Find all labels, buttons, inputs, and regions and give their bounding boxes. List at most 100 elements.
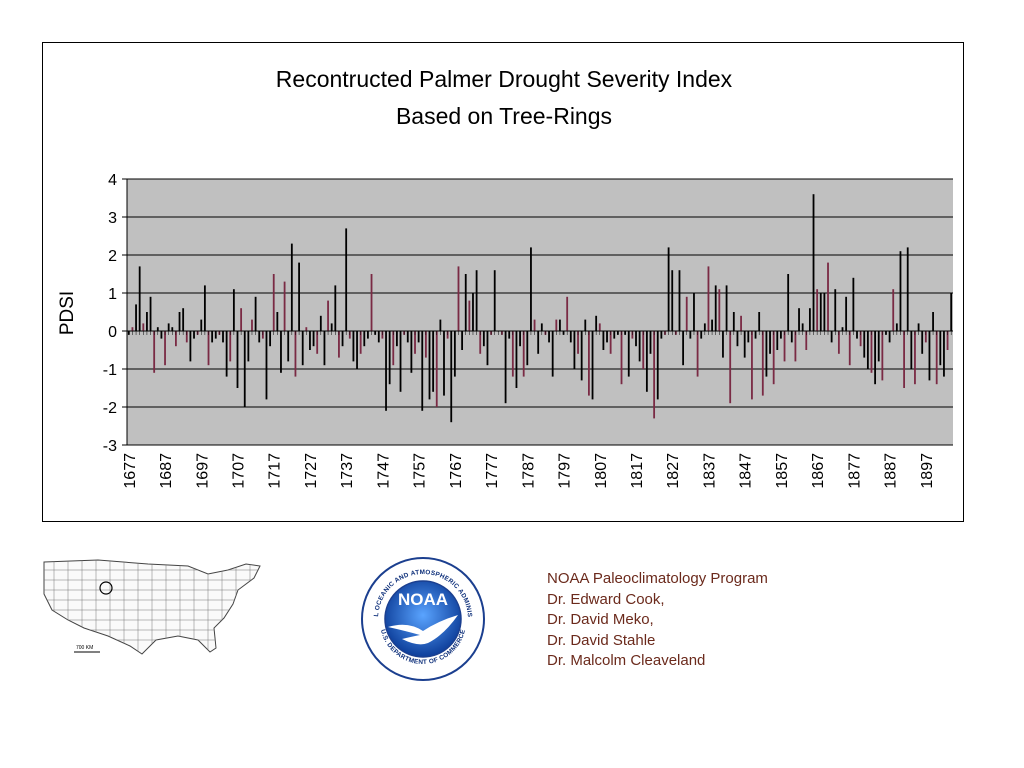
y-tick-label: 1 [108,286,117,303]
bar-1690 [175,331,177,347]
bar-1884 [877,331,880,362]
us-drought-grid-map: 700 KM [38,556,268,668]
bar-1815 [627,331,630,377]
credits-block: NOAA Paleoclimatology Program Dr. Edward… [547,569,768,672]
bar-1785 [519,331,521,347]
bar-1820 [645,331,648,392]
bar-1813 [620,331,623,385]
y-tick-label: 4 [108,172,117,189]
bar-1687 [164,331,166,366]
bar-1794 [551,331,554,377]
bar-1703 [222,331,224,343]
bar-1804 [588,331,590,396]
bar-1739 [352,331,355,362]
y-tick-label: 2 [108,248,117,265]
x-tick-label: 1707 [231,453,248,489]
x-tick-label: 1747 [375,453,392,489]
y-tick-label: -3 [103,438,117,455]
bar-1894 [914,331,916,385]
bar-1752 [399,331,402,392]
bar-1759 [424,331,427,358]
y-tick-label: -1 [103,362,117,379]
bar-1843 [729,331,732,404]
bar-1726 [305,327,308,331]
bar-1788 [530,247,532,331]
bar-1680 [138,266,141,331]
bar-1891 [903,331,905,388]
y-axis-label: PDSI [57,291,78,335]
bar-1862 [798,308,800,331]
bar-1864 [805,331,808,350]
bar-1681 [142,323,145,331]
bar-1731 [323,331,326,366]
bar-1691 [178,312,181,331]
bar-1879 [859,331,862,347]
bar-1870 [827,262,829,331]
bar-1904 [950,293,953,331]
bar-1882 [870,331,873,373]
bar-1871 [830,331,833,343]
x-tick-label: 1877 [846,453,863,489]
bar-1893 [910,331,913,369]
bar-1760 [428,331,431,400]
bar-1821 [649,331,652,354]
bar-1729 [316,331,319,354]
bar-1877 [852,277,855,331]
bar-1826 [667,247,670,331]
bar-1837 [707,266,710,331]
bar-1692 [182,308,185,331]
bar-1741 [359,331,362,354]
chart-title-line-1: Recontructed Palmer Drought Severity Ind… [276,66,733,92]
bar-1860 [790,331,793,343]
x-tick-label: 1717 [267,453,284,489]
axes [122,178,953,446]
logo-name: NOAA [398,590,448,609]
bar-1725 [301,331,304,366]
bar-1708 [240,308,243,331]
bar-1818 [638,331,641,362]
chart-title-line-2: Based on Tree-Rings [396,103,612,129]
bar-1718 [276,312,279,331]
bar-1705 [229,331,232,362]
bar-1712 [254,296,257,331]
credit-line-stahle: Dr. David Stahle [547,631,656,649]
bar-1754 [406,331,409,343]
gull-icon [388,615,458,645]
bar-1822 [653,331,656,419]
x-tick-label: 1867 [810,453,827,489]
bar-1761 [432,331,435,392]
bar-1724 [298,262,300,331]
x-tick-label: 1857 [774,453,791,489]
bar-1827 [671,270,674,331]
bar-1799 [569,331,572,343]
bar-1710 [247,331,250,362]
x-tick-label: 1757 [412,453,429,489]
bar-1685 [156,327,159,331]
bar-1750 [392,331,395,366]
bar-1809 [606,331,608,343]
bar-1903 [946,331,949,350]
bar-1806 [595,315,598,331]
bar-1896 [921,331,924,354]
bar-1888 [892,289,895,331]
bar-1868 [819,293,822,331]
bar-1900 [935,331,938,385]
study-site-marker [99,581,113,595]
bar-1773 [475,270,478,331]
bar-1719 [280,331,282,373]
bar-1715 [265,331,268,400]
bar-1744 [370,274,373,331]
bar-1901 [939,331,942,366]
bar-1807 [598,323,601,331]
y-tick-label: 3 [108,210,117,227]
bar-1688 [167,323,170,331]
bar-1770 [464,274,467,331]
bar-1783 [511,331,514,377]
bar-1746 [377,331,380,343]
bar-1709 [243,331,246,407]
bar-1735 [338,331,340,358]
bar-1810 [609,331,612,354]
credit-line-cleaveland: Dr. Malcolm Cleaveland [547,652,706,669]
bar-1778 [493,270,496,331]
bar-1874 [841,327,844,331]
